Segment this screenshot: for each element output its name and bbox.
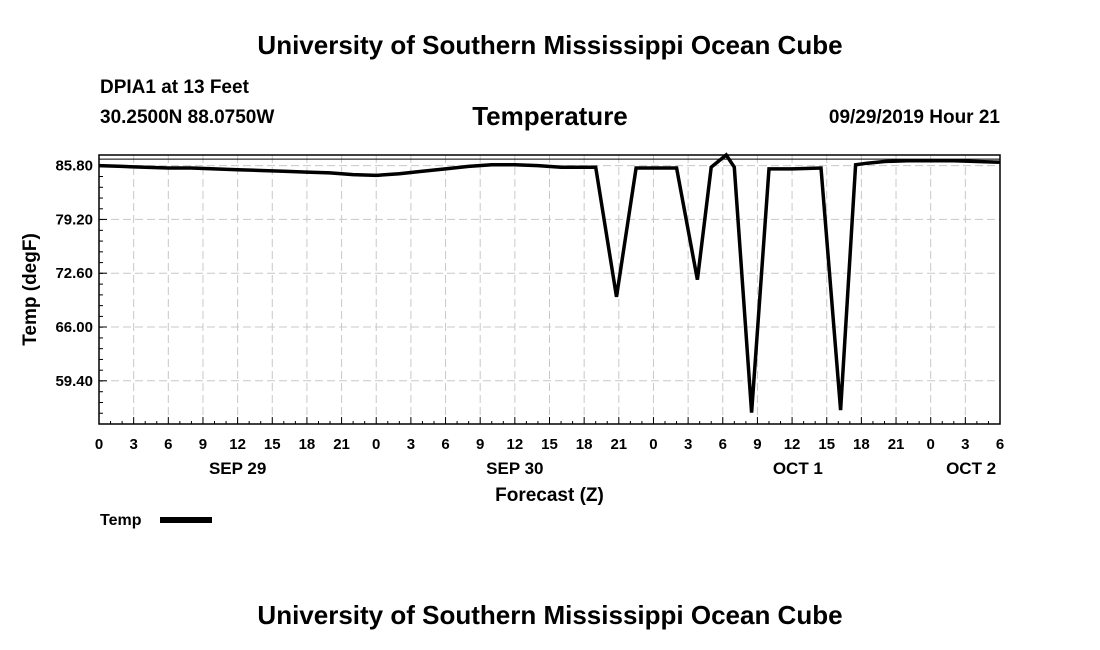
x-tick-label: 0: [372, 436, 380, 453]
x-day-label: OCT 1: [773, 459, 823, 478]
x-tick-label: 12: [784, 436, 801, 453]
x-day-label: SEP 29: [209, 459, 266, 478]
y-tick-label: 72.60: [55, 265, 93, 282]
x-tick-label: 18: [299, 436, 316, 453]
x-tick-label: 21: [610, 436, 627, 453]
top-title: University of Southern Mississippi Ocean…: [257, 30, 843, 60]
x-tick-label: 6: [441, 436, 449, 453]
x-tick-label: 3: [961, 436, 969, 453]
x-tick-label: 15: [541, 436, 558, 453]
legend-label: Temp: [100, 512, 142, 529]
x-tick-label: 6: [996, 436, 1004, 453]
x-tick-label: 9: [476, 436, 484, 453]
bottom-title: University of Southern Mississippi Ocean…: [257, 600, 843, 630]
y-tick-label: 85.80: [55, 158, 93, 175]
x-tick-label: 3: [684, 436, 692, 453]
x-tick-label: 15: [818, 436, 835, 453]
x-tick-label: 3: [129, 436, 137, 453]
x-tick-label: 0: [927, 436, 935, 453]
coordinates-label: 30.2500N 88.0750W: [100, 107, 275, 128]
y-tick-label: 66.00: [55, 319, 93, 336]
x-tick-label: 9: [753, 436, 761, 453]
x-tick-label: 9: [199, 436, 207, 453]
chart-title: Temperature: [472, 101, 628, 131]
x-tick-label: 0: [649, 436, 657, 453]
x-tick-label: 12: [229, 436, 246, 453]
x-tick-label: 18: [853, 436, 870, 453]
date-label: 09/29/2019 Hour 21: [828, 107, 1000, 128]
y-tick-label: 79.20: [55, 211, 93, 228]
x-tick-label: 6: [164, 436, 172, 453]
station-label: DPIA1 at 13 Feet: [100, 77, 249, 98]
x-axis-label: Forecast (Z): [495, 485, 604, 506]
x-tick-label: 21: [333, 436, 350, 453]
x-tick-label: 3: [407, 436, 415, 453]
x-day-label: OCT 2: [946, 459, 996, 478]
x-tick-label: 0: [95, 436, 103, 453]
x-tick-label: 18: [576, 436, 593, 453]
plot-frame: [98, 154, 1001, 425]
temp-series-line: [98, 152, 1001, 413]
x-tick-label: 21: [888, 436, 905, 453]
y-axis-label: Temp (degF): [20, 233, 41, 346]
x-tick-label: 15: [264, 436, 281, 453]
x-tick-label: 12: [507, 436, 524, 453]
y-tick-label: 59.40: [55, 373, 93, 390]
x-day-label: SEP 30: [486, 459, 543, 478]
x-tick-label: 6: [719, 436, 727, 453]
temperature-chart: 85.80 79.20 72.60 66.00 59.40 0 3 6 9 12 15 18 21 0 3 6…: [20, 152, 1004, 529]
